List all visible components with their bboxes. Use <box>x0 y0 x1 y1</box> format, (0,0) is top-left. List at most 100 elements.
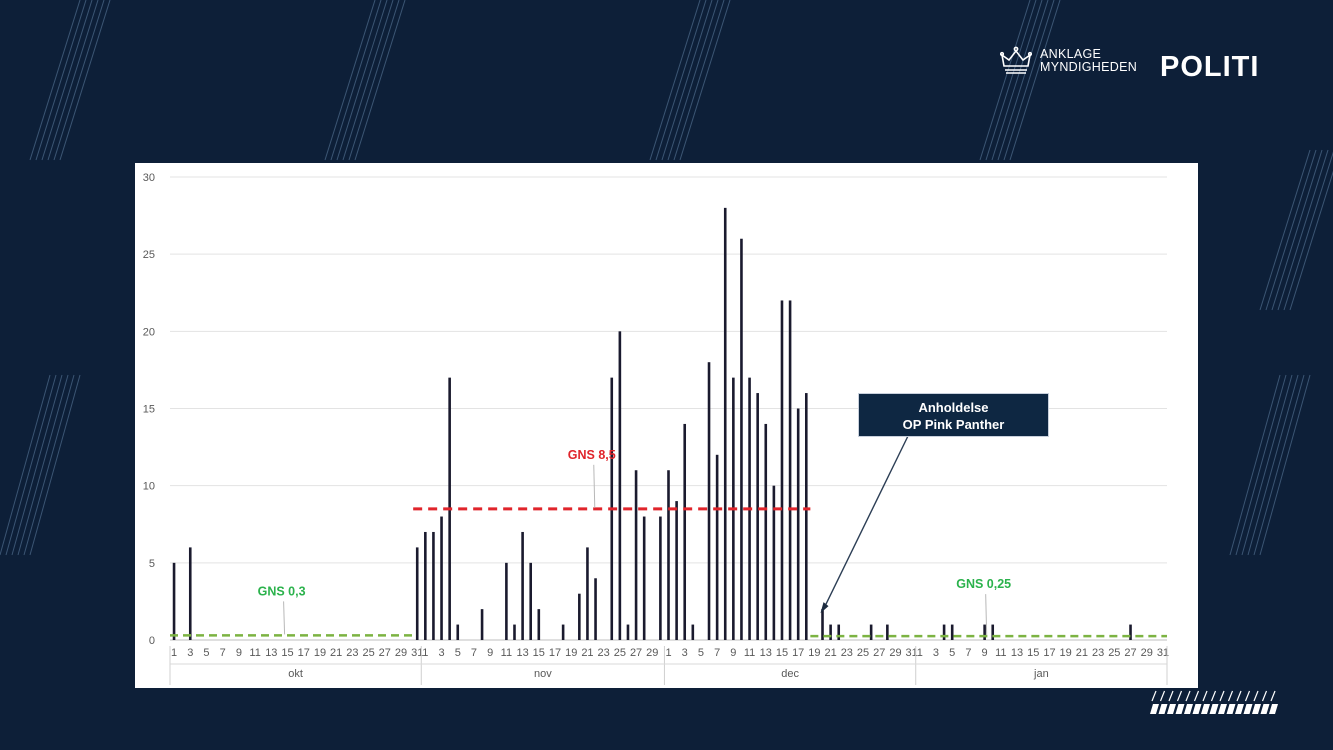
stripe-line <box>679 0 731 161</box>
x-tick-label: 15 <box>533 647 545 659</box>
x-tick-label: 29 <box>1141 647 1153 659</box>
x-tick-label: 25 <box>857 647 869 659</box>
month-label: dec <box>781 668 799 680</box>
x-tick-label: 17 <box>549 647 561 659</box>
stripe-line <box>35 0 87 161</box>
bar <box>432 531 435 640</box>
x-tick-label: 17 <box>298 647 310 659</box>
x-tick-label: 31 <box>1157 647 1169 659</box>
bar <box>788 300 792 640</box>
bar <box>424 531 427 640</box>
average-leader-line <box>283 601 286 635</box>
stripe-line <box>1235 374 1287 556</box>
x-tick-label: 3 <box>187 647 193 659</box>
stripe-line <box>1259 374 1311 556</box>
bar <box>529 562 533 640</box>
x-tick-label: 1 <box>422 647 428 659</box>
bar <box>869 624 873 640</box>
x-tick-label: 29 <box>646 647 658 659</box>
bar <box>634 470 638 640</box>
footer-stripe-block <box>1209 704 1219 714</box>
bar <box>707 362 711 640</box>
footer-stripe-line <box>1168 690 1174 702</box>
stripe-line <box>1259 149 1311 311</box>
average-label: GNS 0,25 <box>956 577 1011 591</box>
bar <box>821 609 824 640</box>
stripe-line <box>29 374 81 556</box>
bar <box>886 624 889 640</box>
bar <box>691 624 695 640</box>
footer-stripe-line <box>1236 690 1242 702</box>
footer-stripe-block <box>1218 704 1227 714</box>
stripe-line <box>330 0 382 161</box>
footer-stripe-line <box>1159 690 1166 702</box>
stripe-line <box>53 0 105 161</box>
bar <box>537 609 541 640</box>
x-tick-label: 27 <box>873 647 885 659</box>
stripe-line <box>1253 374 1305 556</box>
footer-stripe-block <box>1252 704 1261 714</box>
bar <box>804 393 808 640</box>
stripe-line <box>17 374 69 556</box>
x-tick-label: 23 <box>1092 647 1104 659</box>
y-tick-label: 5 <box>149 558 155 570</box>
bar <box>642 516 646 640</box>
stripe-line <box>1271 149 1323 311</box>
x-tick-label: 29 <box>889 647 901 659</box>
footer-stripe-block <box>1175 704 1185 714</box>
x-tick-label: 19 <box>565 647 577 659</box>
bar <box>780 300 784 640</box>
x-tick-label: 3 <box>438 647 444 659</box>
stripe-line <box>661 0 713 161</box>
footer-stripe-line <box>1270 690 1276 702</box>
x-tick-label: 21 <box>824 647 836 659</box>
stripe-line <box>1009 0 1061 161</box>
x-tick-label: 1 <box>665 647 671 659</box>
x-tick-label: 5 <box>455 647 461 659</box>
stripe-line <box>41 0 93 161</box>
x-tick-label: 5 <box>698 647 704 659</box>
x-tick-label: 19 <box>1060 647 1072 659</box>
stripe-line <box>1277 149 1329 311</box>
x-tick-label: 23 <box>598 647 610 659</box>
bar <box>796 408 800 640</box>
stripe-line <box>673 0 725 161</box>
bar <box>942 624 946 640</box>
stripe-line <box>1247 374 1299 556</box>
average-leader-line <box>593 464 596 508</box>
x-tick-label: 5 <box>949 647 955 659</box>
x-tick-label: 9 <box>982 647 988 659</box>
footer-stripe-line <box>1176 690 1183 702</box>
stripe-line <box>1265 149 1317 311</box>
callout-line-1: Anholdelse <box>918 400 989 415</box>
bar <box>715 454 719 640</box>
x-tick-label: 1 <box>917 647 923 659</box>
stripe-line <box>354 0 406 161</box>
x-tick-label: 25 <box>1108 647 1120 659</box>
stripe-line <box>991 0 1043 161</box>
footer-stripe-block <box>1167 704 1176 714</box>
stripe-line <box>324 0 376 161</box>
footer-stripe-block <box>1158 704 1168 714</box>
bar <box>723 207 727 640</box>
average-leader-line <box>985 594 988 636</box>
x-tick-label: 21 <box>581 647 593 659</box>
average-label: GNS 0,3 <box>258 584 306 598</box>
y-tick-label: 30 <box>143 172 155 184</box>
y-tick-label: 10 <box>143 481 155 493</box>
x-tick-label: 3 <box>682 647 688 659</box>
stripe-line <box>342 0 394 161</box>
stripe-line <box>47 0 99 161</box>
stripe-line <box>0 374 51 556</box>
agency-line-1: ANKLAGE <box>1040 47 1102 61</box>
bar <box>188 547 192 640</box>
x-tick-label: 11 <box>501 647 512 659</box>
x-tick-label: 27 <box>1124 647 1136 659</box>
stripe-line <box>1229 374 1281 556</box>
bar <box>1129 624 1132 640</box>
footer-stripe-line <box>1244 690 1251 702</box>
footer-stripe-block <box>1260 704 1270 714</box>
footer-stripe-block <box>1201 704 1210 714</box>
